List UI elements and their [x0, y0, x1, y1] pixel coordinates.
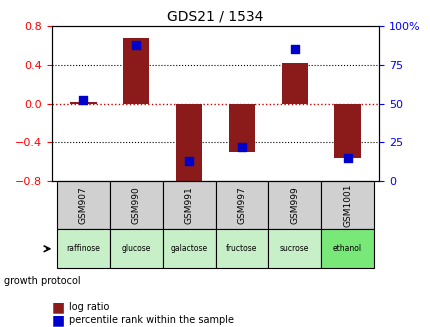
Text: GSM1001: GSM1001	[342, 183, 351, 227]
Point	[185, 158, 192, 164]
FancyBboxPatch shape	[162, 230, 215, 268]
FancyBboxPatch shape	[215, 181, 268, 230]
Text: percentile rank within the sample: percentile rank within the sample	[69, 316, 233, 325]
FancyBboxPatch shape	[320, 181, 373, 230]
Point	[343, 155, 350, 161]
Text: GSM999: GSM999	[289, 186, 298, 224]
Text: ■: ■	[52, 314, 64, 327]
Bar	[175, 104, 202, 184]
FancyBboxPatch shape	[110, 181, 162, 230]
Bar	[228, 104, 255, 152]
Bar	[123, 38, 149, 104]
Bar	[281, 63, 307, 104]
FancyBboxPatch shape	[57, 230, 110, 268]
FancyBboxPatch shape	[110, 230, 162, 268]
Text: raffinose: raffinose	[66, 244, 100, 253]
FancyBboxPatch shape	[162, 181, 215, 230]
Text: glucose: glucose	[121, 244, 150, 253]
Bar	[334, 104, 360, 158]
Title: GDS21 / 1534: GDS21 / 1534	[167, 9, 263, 24]
Point	[238, 144, 245, 149]
Text: log ratio: log ratio	[69, 302, 109, 312]
Text: ■: ■	[52, 301, 64, 314]
Point	[132, 42, 139, 47]
Text: sucrose: sucrose	[280, 244, 309, 253]
Text: GSM991: GSM991	[184, 186, 193, 224]
FancyBboxPatch shape	[268, 230, 320, 268]
Text: galactose: galactose	[170, 244, 207, 253]
Text: fructose: fructose	[226, 244, 257, 253]
Point	[291, 47, 298, 52]
FancyBboxPatch shape	[320, 230, 373, 268]
Text: GSM907: GSM907	[79, 186, 88, 224]
FancyBboxPatch shape	[57, 181, 110, 230]
Bar	[70, 102, 96, 104]
Text: growth protocol: growth protocol	[4, 276, 81, 286]
FancyBboxPatch shape	[268, 181, 320, 230]
Text: GSM990: GSM990	[132, 186, 141, 224]
Text: ethanol: ethanol	[332, 244, 361, 253]
FancyBboxPatch shape	[215, 230, 268, 268]
Text: GSM997: GSM997	[237, 186, 246, 224]
Point	[80, 98, 87, 103]
